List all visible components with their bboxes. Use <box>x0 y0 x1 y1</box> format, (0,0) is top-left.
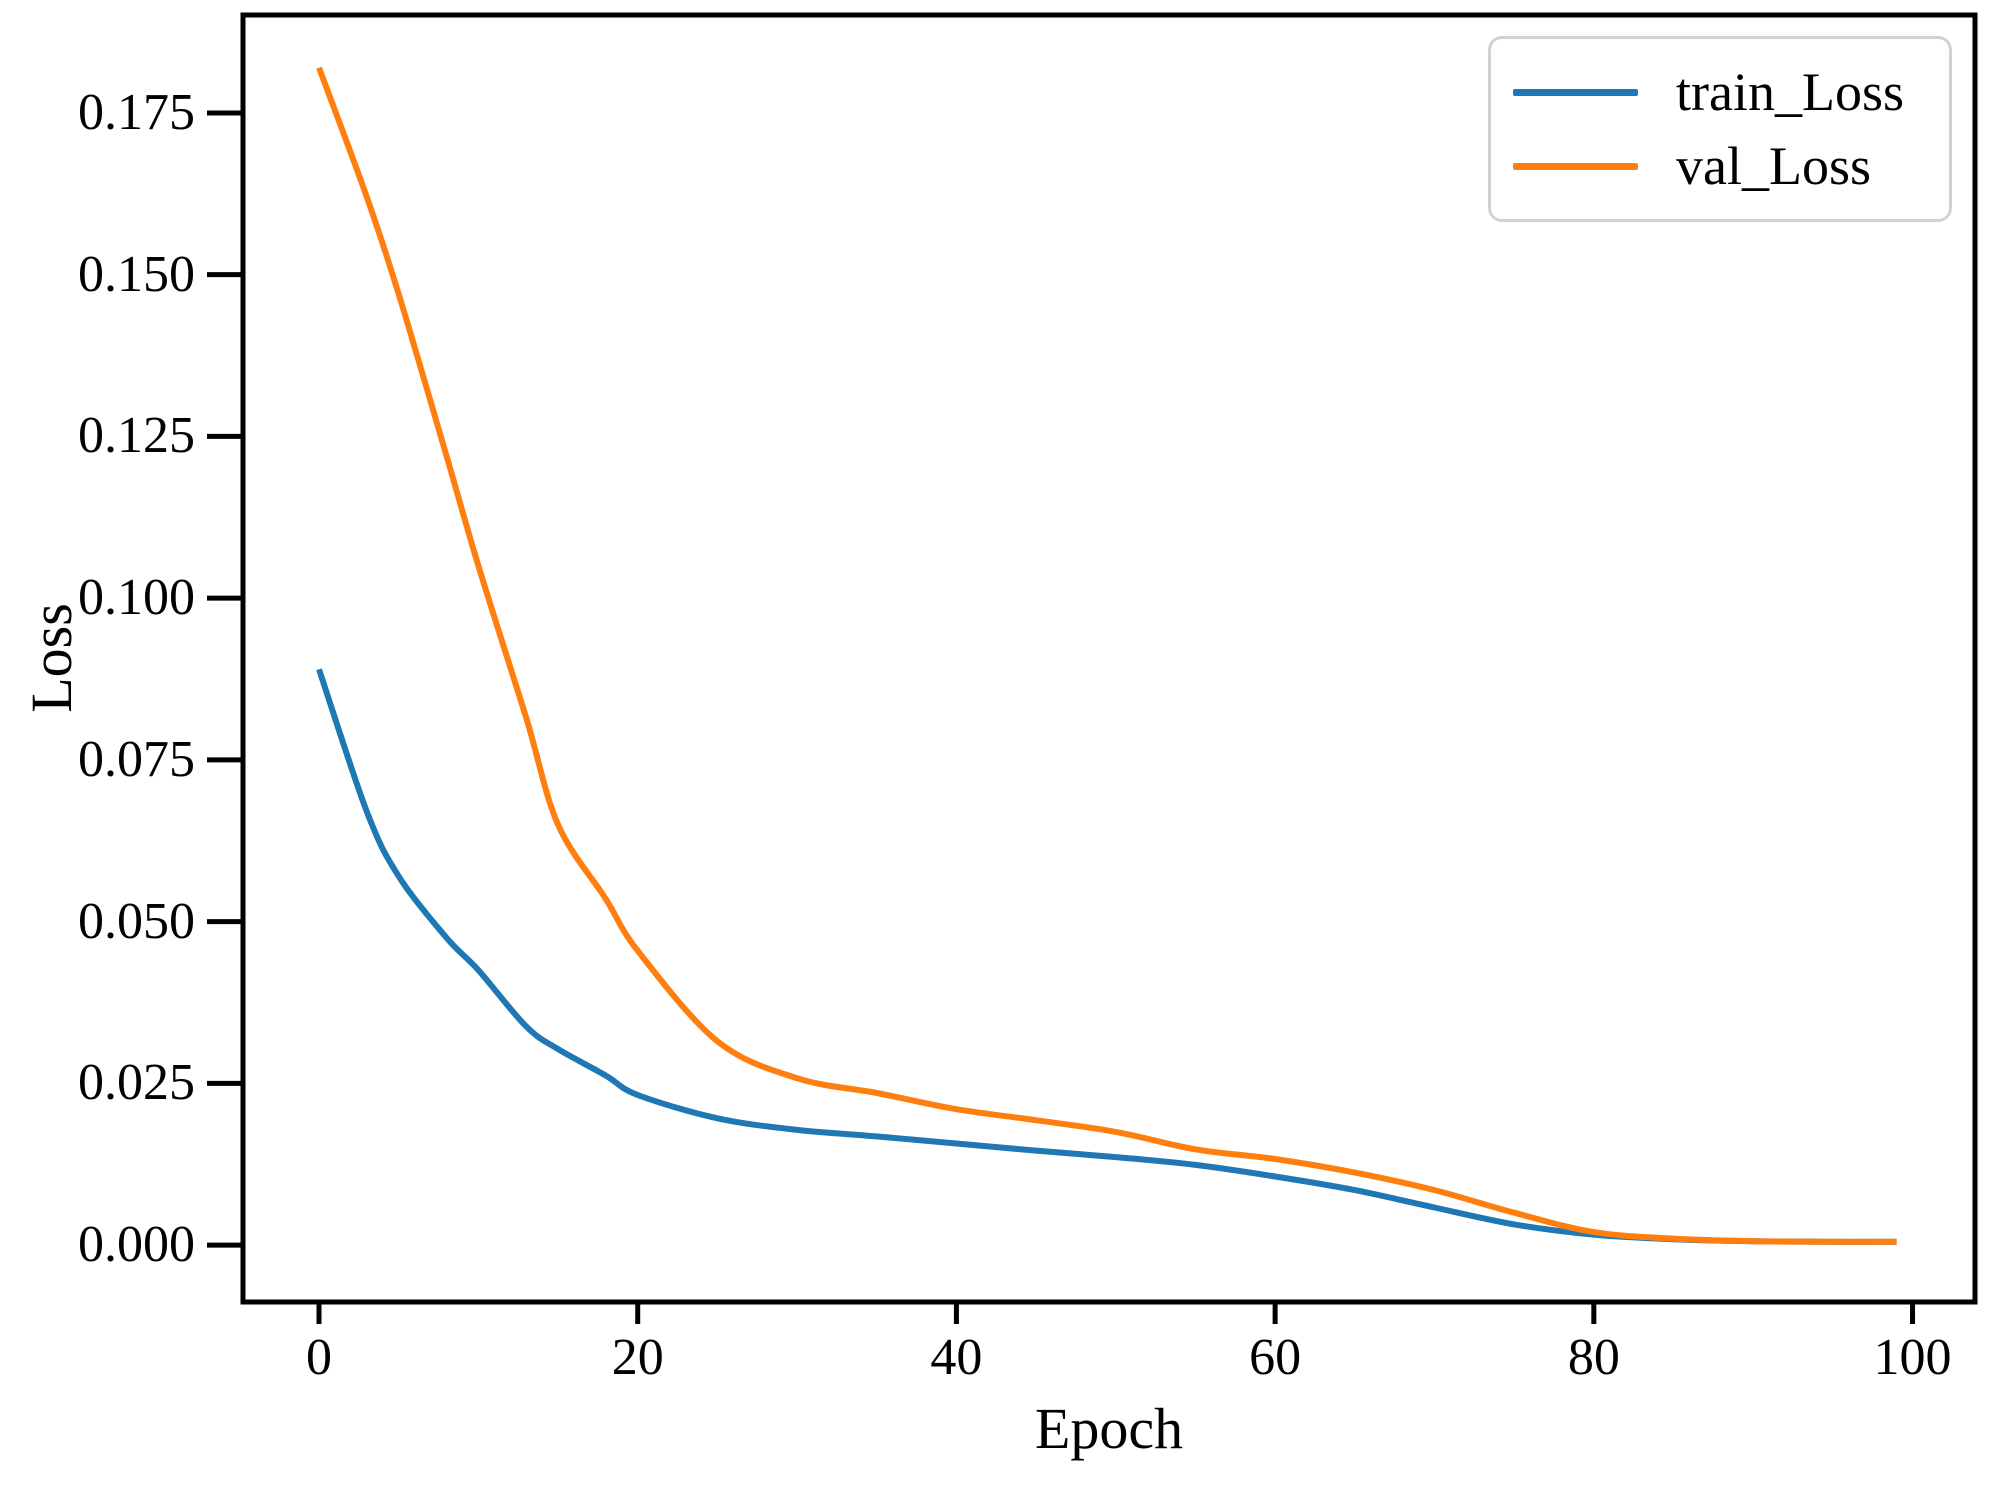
y-tick-label-0.125: 0.125 <box>78 407 195 465</box>
legend-item-train-loss: train_Loss <box>1491 65 1949 119</box>
x-tick-label-100: 100 <box>1873 1329 1952 1386</box>
x-tick-label-40: 40 <box>930 1329 983 1386</box>
y-tick-label-0.150: 0.150 <box>78 245 195 303</box>
y-tick-label-0.025: 0.025 <box>78 1054 195 1112</box>
y-axis-label: Loss <box>19 603 84 713</box>
x-axis-label: Epoch <box>1034 1396 1184 1461</box>
plot-border <box>240 12 1978 1305</box>
legend-label: train_Loss <box>1676 62 1904 122</box>
x-tick-label-20: 20 <box>611 1329 664 1386</box>
legend-item-val-loss: val_Loss <box>1491 139 1949 193</box>
legend-line-swatch <box>1513 162 1638 170</box>
y-tick-label-0.100: 0.100 <box>78 569 195 627</box>
y-tick-label-0.175: 0.175 <box>78 83 195 141</box>
x-tick-label-60: 60 <box>1249 1329 1302 1386</box>
val-loss-line <box>316 66 1897 1245</box>
legend: train_Loss val_Loss <box>1488 36 1952 222</box>
x-tick-label-80: 80 <box>1567 1329 1620 1386</box>
legend-label: val_Loss <box>1676 136 1871 196</box>
legend-line-swatch <box>1513 88 1638 96</box>
y-tick-label-0.075: 0.075 <box>78 730 195 788</box>
train-loss-line <box>316 668 1897 1245</box>
y-tick-label-0.050: 0.050 <box>78 892 195 950</box>
x-tick-label-0: 0 <box>306 1329 332 1386</box>
y-tick-label-0.000: 0.000 <box>78 1216 195 1274</box>
